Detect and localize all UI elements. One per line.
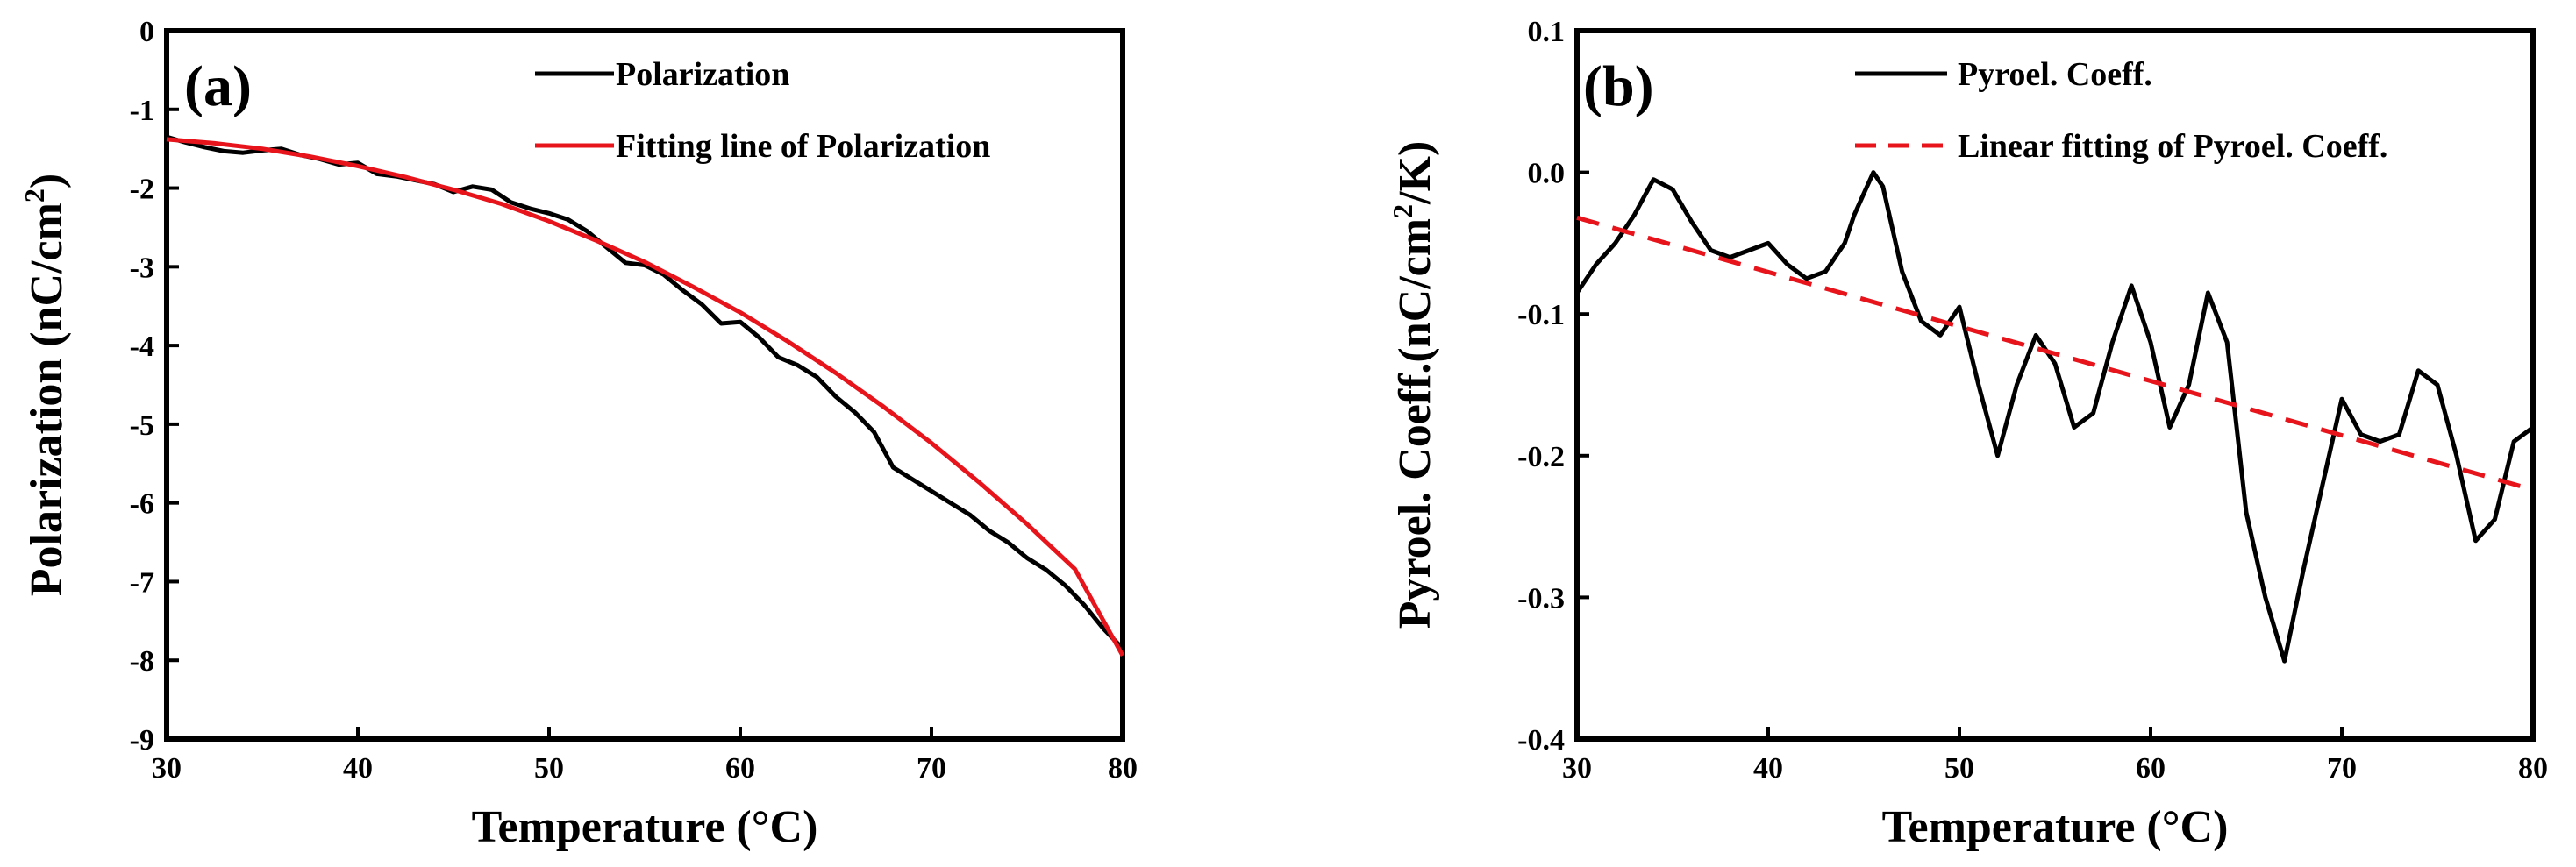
legend-label-pyroel-coeff: Pyroel. Coeff. [1958,56,2152,93]
series-line-pyroel-coeff [1574,170,2535,664]
series-lines-a [166,134,1125,657]
y-tick-label-a-3: -3 [130,252,154,284]
y-axis-title-a-sup: 2 [18,188,50,203]
x-tick-label-a-0: 30 [152,752,182,785]
ticks-b: 30 40 50 60 70 80 0.1 0.0 -0.1 -0.2 -0.3 -0.4 [1517,16,2548,785]
y-axis-title-a-suffix: ) [22,174,72,188]
y-tick-label-b-1: 0.0 [1528,158,1566,190]
chart-panel-a: 30 40 50 60 70 80 0 -1 -2 -3 -4 -5 -6 -7 -8 -9 (a) Pola… [18,16,1138,852]
x-tick-label-b-5: 80 [2518,752,2548,785]
x-tick-label-a-3: 60 [725,752,755,785]
y-axis-title-b: Pyroel. Coeff.(nC/cm2/K) [1387,141,1440,629]
x-tick-label-a-1: 40 [343,752,373,785]
y-tick-label-a-9: -9 [130,724,154,757]
y-axis-title-a-prefix: Polarization (nC/cm [22,203,72,596]
x-tick-label-b-4: 70 [2327,752,2357,785]
series-lines-b [1574,170,2535,664]
chart-panel-b: 30 40 50 60 70 80 0.1 0.0 -0.1 -0.2 -0.3 -0.4 (b) P… [1387,16,2548,852]
x-tick-label-a-5: 80 [1108,752,1138,785]
x-tick-label-a-4: 70 [917,752,946,785]
legend-label-fitting-polarization: Fitting line of Polarization [616,128,990,165]
y-tick-label-b-4: -0.3 [1517,582,1565,615]
x-tick-label-b-1: 40 [1753,752,1783,785]
y-tick-label-b-2: -0.1 [1517,299,1565,331]
y-axis-title-b-prefix: Pyroel. Coeff.(nC/cm [1390,218,1440,629]
y-tick-label-a-5: -5 [130,409,154,442]
x-tick-label-b-2: 50 [1944,752,1974,785]
y-tick-label-b-3: -0.2 [1517,441,1565,473]
legend-a: Polarization Fitting line of Polarizatio… [535,56,990,165]
panel-label-a: (a) [184,54,252,118]
legend-b: Pyroel. Coeff. Linear fitting of Pyroel.… [1855,56,2387,165]
y-axis-title-b-sup: 2 [1387,204,1418,218]
y-axis-title-a: Polarization (nC/cm2) [18,174,72,596]
plot-frame-b [1574,28,2536,742]
y-axis-title-b-suffix: /K) [1390,141,1440,205]
x-tick-label-b-3: 60 [2136,752,2166,785]
y-tick-label-a-4: -4 [130,330,154,363]
x-tick-label-a-2: 50 [534,752,564,785]
series-line-linear-fitting-of-pyroel-coeff [1576,215,2534,493]
ticks-a: 30 40 50 60 70 80 0 -1 -2 -3 -4 -5 -6 -7 -8 -9 [130,16,1138,785]
y-tick-label-b-0: 0.1 [1528,16,1566,48]
y-tick-label-a-0: 0 [139,16,154,48]
y-tick-label-a-6: -6 [130,488,154,521]
y-tick-label-a-8: -8 [130,645,154,678]
legend-label-polarization: Polarization [616,56,789,93]
panel-label-b: (b) [1583,54,1654,118]
y-tick-label-a-2: -2 [130,174,154,206]
series-line-fitting-line-of-polarization [166,137,1125,657]
x-axis-title-b: Temperature (°C) [1882,802,2229,852]
plot-frame-a [164,28,1125,742]
legend-label-linear-fitting: Linear fitting of Pyroel. Coeff. [1958,128,2387,165]
y-tick-label-a-7: -7 [130,566,154,599]
y-tick-label-a-1: -1 [130,95,154,127]
y-tick-label-b-5: -0.4 [1517,724,1565,757]
x-tick-label-b-0: 30 [1562,752,1592,785]
x-axis-title-a: Temperature (°C) [472,802,818,852]
